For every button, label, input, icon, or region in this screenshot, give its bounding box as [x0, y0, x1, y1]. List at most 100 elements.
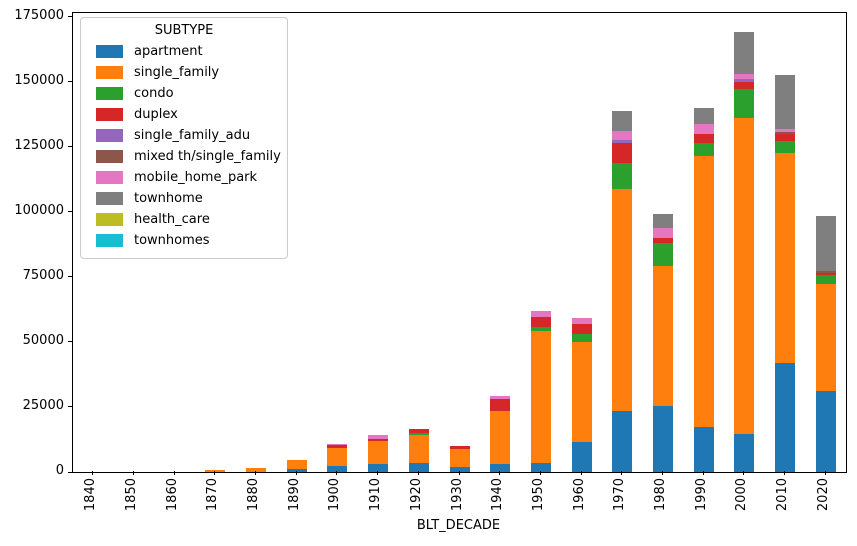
bar-segment-single-family [449, 449, 470, 468]
legend-swatch-single-family-icon [96, 66, 123, 79]
y-tick-label: 125000 [14, 137, 64, 153]
x-tick-mark [173, 471, 175, 475]
bar-segment-condo [612, 162, 633, 190]
legend-swatch-single-family-adu-icon [96, 129, 123, 142]
y-tick-mark [68, 341, 72, 343]
bar-segment-apartment [612, 410, 633, 472]
x-tick-mark [336, 471, 338, 475]
bar-segment-single-family [652, 266, 673, 406]
x-tick-mark [255, 471, 257, 475]
bar-segment-single-family [286, 460, 307, 470]
legend-swatch-mobile-home-park-icon [96, 171, 123, 184]
x-tick-label: 1860 [164, 478, 180, 512]
x-tick-mark [539, 471, 541, 475]
x-tick-label: 1980 [652, 478, 668, 512]
bar-segment-condo [734, 89, 755, 118]
bar-segment-mobile-home-park [734, 74, 755, 80]
x-tick-mark [499, 471, 501, 475]
bar-segment-duplex [408, 428, 429, 434]
x-tick-mark [661, 471, 663, 475]
bar-segment-townhome [774, 74, 795, 129]
legend-label: mobile_home_park [134, 170, 258, 185]
legend-entry: single_family [89, 62, 279, 83]
x-tick-label: 1990 [693, 478, 709, 512]
bar-segment-duplex [368, 438, 389, 441]
x-tick-mark [824, 471, 826, 475]
x-tick-label: 1850 [124, 478, 140, 512]
bar-segment-duplex [530, 317, 551, 328]
legend-label: health_care [134, 212, 210, 227]
bar-segment-duplex [327, 445, 348, 448]
bar-segment-duplex [734, 81, 755, 90]
bar-segment-apartment [734, 434, 755, 472]
legend-label: townhome [134, 191, 203, 206]
x-tick-label: 1840 [83, 478, 99, 512]
legend-entry: mixed th/single_family [89, 146, 281, 167]
bar-segment-condo [693, 142, 714, 157]
x-tick-label: 1960 [571, 478, 587, 512]
legend-swatch-health-care-icon [96, 213, 123, 226]
legend-entry: townhomes [89, 230, 279, 251]
bar-segment-townhome [652, 214, 673, 228]
x-axis-label: BLT_DECADE [416, 518, 501, 533]
y-tick-label: 175000 [14, 7, 64, 23]
bar-segment-mobile-home-park [693, 124, 714, 135]
y-tick-label: 75000 [22, 267, 64, 283]
bar-segment-duplex [449, 445, 470, 450]
bar-segment-single-family [530, 330, 551, 463]
y-tick-label: 0 [55, 463, 64, 478]
x-tick-mark [133, 471, 135, 475]
legend-entry: apartment [89, 41, 279, 62]
x-tick-label: 1890 [286, 478, 302, 512]
x-tick-mark [92, 471, 94, 475]
bar-segment-townhome [693, 108, 714, 125]
bar-segment-condo [774, 140, 795, 153]
y-tick-label: 150000 [14, 72, 64, 88]
x-tick-mark [214, 471, 216, 475]
y-tick-mark [68, 276, 72, 278]
bar-segment-mixed-th-single-family [815, 270, 836, 273]
x-tick-mark [458, 471, 460, 475]
y-tick-mark [68, 211, 72, 213]
bar-segment-mobile-home-park [652, 227, 673, 238]
legend-entries: apartment single_family condo duplex single_… [89, 41, 281, 251]
bar-segment-single-family [327, 447, 348, 467]
legend-swatch-townhome-icon [96, 192, 123, 205]
x-tick-label: 1880 [246, 478, 262, 512]
bar-segment-apartment [490, 464, 511, 472]
x-tick-mark [580, 471, 582, 475]
x-tick-mark [417, 471, 419, 475]
legend-label: apartment [134, 44, 203, 59]
x-tick-mark [621, 471, 623, 475]
bar-segment-apartment [368, 464, 389, 472]
x-tick-label: 1900 [327, 478, 343, 512]
bar-segment-apartment [815, 390, 836, 472]
y-tick-mark [68, 16, 72, 18]
legend-label: townhomes [134, 233, 210, 248]
bar-segment-apartment [571, 442, 592, 472]
legend-label: mixed th/single_family [134, 149, 281, 164]
x-tick-label: 1870 [205, 478, 221, 512]
bar-segment-single-family [774, 152, 795, 364]
bar-segment-condo [571, 334, 592, 342]
y-tick-mark [68, 471, 72, 473]
bar-segment-apartment [652, 405, 673, 472]
bar-segment-townhome [734, 32, 755, 75]
bar-segment-single-family [612, 189, 633, 411]
y-tick-mark [68, 146, 72, 148]
x-tick-mark [295, 471, 297, 475]
legend-swatch-mixed-th-single-family-icon [96, 150, 123, 163]
bar-segment-duplex [490, 399, 511, 412]
bar-segment-apartment [774, 363, 795, 472]
legend-label: single_family_adu [134, 128, 251, 143]
x-tick-mark [377, 471, 379, 475]
legend-swatch-duplex-icon [96, 108, 123, 121]
bar-segment-single-family [368, 440, 389, 465]
x-tick-label: 1910 [368, 478, 384, 512]
bar-segment-apartment [530, 462, 551, 472]
bar-segment-single-family [408, 435, 429, 464]
y-tick-mark [68, 406, 72, 408]
x-tick-label: 1930 [449, 478, 465, 512]
bar-segment-apartment [408, 463, 429, 472]
bar-segment-duplex [815, 272, 836, 276]
